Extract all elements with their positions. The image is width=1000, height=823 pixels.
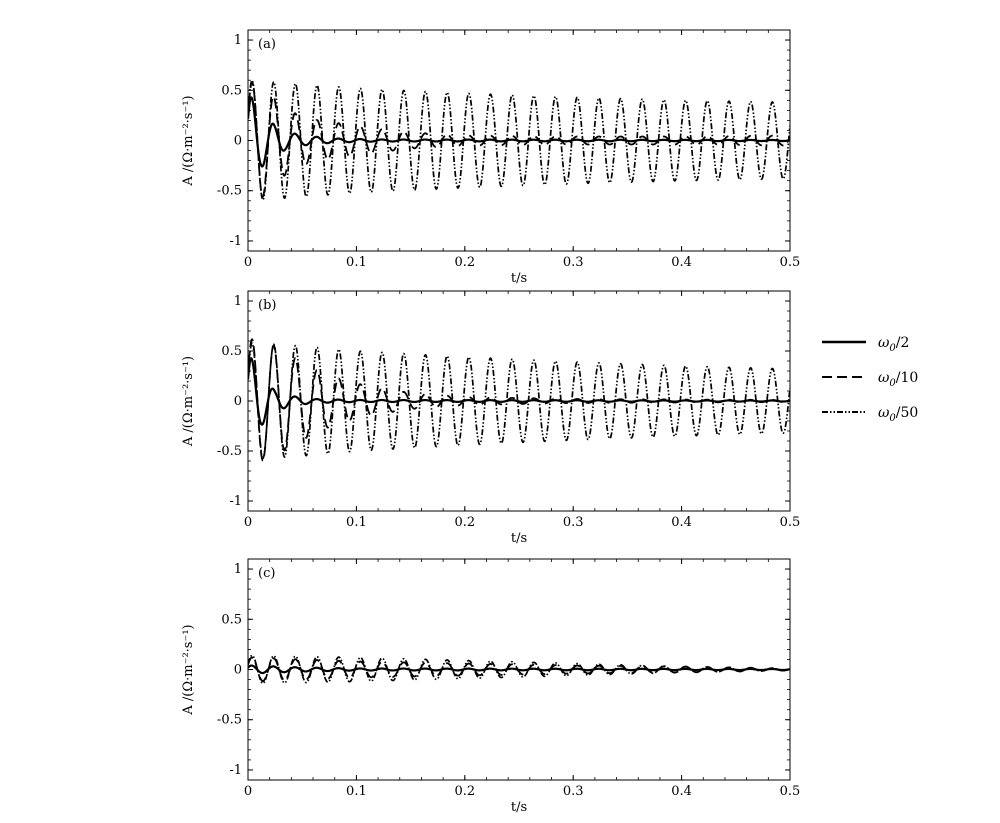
x-tick-label: 0 xyxy=(244,515,252,530)
x-tick-label: 0.3 xyxy=(563,784,584,799)
x-tick-label: 0.1 xyxy=(346,515,367,530)
panel-label: (b) xyxy=(258,298,276,313)
x-axis-label: t/s xyxy=(511,800,527,815)
y-tick-label: -0.5 xyxy=(217,184,242,199)
y-axis-label: A /(Ω·m⁻²·s⁻¹) xyxy=(181,624,196,715)
y-tick-label: 1 xyxy=(234,562,242,577)
y-tick-label: 0 xyxy=(234,663,242,678)
series-line-dash-dot-dot xyxy=(248,342,790,460)
x-tick-label: 0.5 xyxy=(780,784,801,799)
series-line-solid xyxy=(248,664,790,675)
x-tick-label: 0.4 xyxy=(671,784,692,799)
legend-label: ω0/10 xyxy=(878,370,918,389)
legend: ω0/2 ω0/10 ω0/50 xyxy=(822,335,918,424)
panel-b: 0 0.1 0.2 0.3 0.4 0.5 1 0.5 0 -0.5 -1 t/s A /(Ω·m⁻²·… xyxy=(181,290,801,546)
panel-a: 0 0.1 0.2 0.3 0.4 0.5 1 0.5 0 -0.5 -1 t/s A /(Ω·m⁻²·… xyxy=(181,29,801,286)
x-tick-label: 0.1 xyxy=(346,255,367,270)
y-axis-label: A /(Ω·m⁻²·s⁻¹) xyxy=(181,356,196,447)
x-tick-label: 0 xyxy=(244,255,252,270)
y-tick-label: 0 xyxy=(234,394,242,409)
x-axis-label: t/s xyxy=(511,531,527,546)
panel-label: (a) xyxy=(258,37,276,52)
x-tick-label: 0.1 xyxy=(346,784,367,799)
series-line-dash-dot-dot xyxy=(248,79,790,201)
series-line-dashed xyxy=(248,81,790,198)
x-axis-label: t/s xyxy=(511,271,527,286)
y-tick-label: 0.5 xyxy=(221,83,242,98)
y-tick-label: -1 xyxy=(229,763,242,778)
y-tick-label: 0.5 xyxy=(221,344,242,359)
x-tick-label: 0.4 xyxy=(671,255,692,270)
y-tick-label: 0.5 xyxy=(221,612,242,627)
x-tick-label: 0.4 xyxy=(671,515,692,530)
y-tick-label: 0 xyxy=(234,134,242,149)
x-tick-label: 0.5 xyxy=(780,255,801,270)
y-tick-label: -0.5 xyxy=(217,713,242,728)
series-line-dash-dot-dot xyxy=(248,654,790,685)
y-tick-label: -1 xyxy=(229,494,242,509)
y-tick-label: 1 xyxy=(234,294,242,309)
y-tick-label: -0.5 xyxy=(217,444,242,459)
x-tick-label: 0.3 xyxy=(563,255,584,270)
y-axis-label: A /(Ω·m⁻²·s⁻¹) xyxy=(181,95,196,186)
x-tick-label: 0.5 xyxy=(780,515,801,530)
panels: 0 0.1 0.2 0.3 0.4 0.5 1 0.5 0 -0.5 -1 t/s A /(Ω·m⁻²·… xyxy=(181,29,801,815)
x-tick-label: 0 xyxy=(244,784,252,799)
series-line-dashed xyxy=(248,338,790,462)
x-tick-label: 0.2 xyxy=(454,515,475,530)
x-tick-label: 0.2 xyxy=(454,784,475,799)
y-tick-label: -1 xyxy=(229,234,242,249)
panel-label: (c) xyxy=(258,566,275,581)
panel-c: 0 0.1 0.2 0.3 0.4 0.5 1 0.5 0 -0.5 -1 t/s A /(Ω·m⁻²·… xyxy=(181,558,801,815)
x-tick-label: 0.3 xyxy=(563,515,584,530)
x-tick-label: 0.2 xyxy=(454,255,475,270)
y-tick-label: 1 xyxy=(234,33,242,48)
legend-label: ω0/50 xyxy=(878,405,918,424)
legend-label: ω0/2 xyxy=(878,335,909,354)
